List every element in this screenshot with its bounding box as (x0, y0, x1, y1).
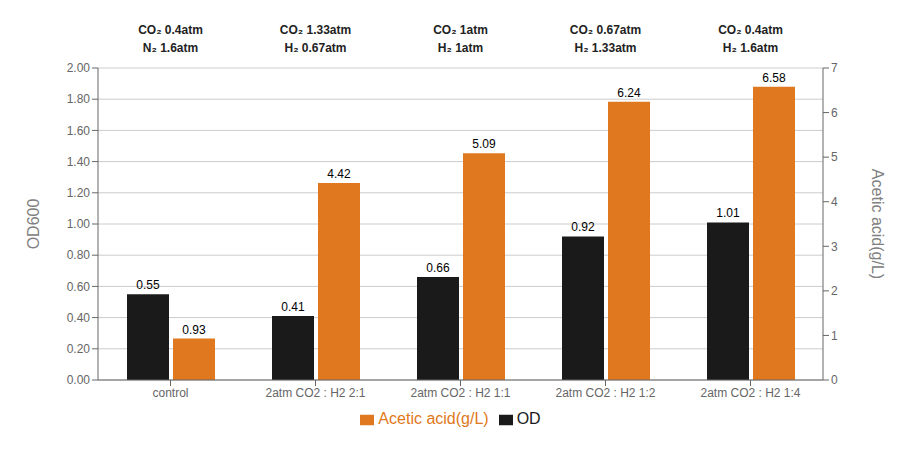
svg-text:2atm CO2 : H2 1:4: 2atm CO2 : H2 1:4 (700, 386, 800, 400)
svg-text:1.20: 1.20 (67, 186, 91, 200)
svg-text:0.41: 0.41 (281, 300, 305, 314)
svg-text:0.92: 0.92 (571, 220, 595, 234)
svg-text:CO₂ 0.4atm: CO₂ 0.4atm (138, 23, 203, 37)
svg-text:0.80: 0.80 (67, 248, 91, 262)
svg-text:H₂ 0.67atm: H₂ 0.67atm (284, 41, 346, 55)
svg-text:0.40: 0.40 (67, 311, 91, 325)
svg-text:2.00: 2.00 (67, 61, 91, 75)
svg-text:2: 2 (831, 284, 838, 298)
svg-text:6: 6 (831, 106, 838, 120)
svg-text:1.00: 1.00 (67, 217, 91, 231)
svg-text:0.66: 0.66 (426, 261, 450, 275)
svg-text:1.01: 1.01 (716, 206, 740, 220)
svg-text:4: 4 (831, 195, 838, 209)
svg-text:1.60: 1.60 (67, 124, 91, 138)
svg-text:CO₂ 0.4atm: CO₂ 0.4atm (718, 23, 783, 37)
svg-text:1.80: 1.80 (67, 92, 91, 106)
svg-text:2atm CO2 : H2 1:1: 2atm CO2 : H2 1:1 (410, 386, 510, 400)
svg-text:4.42: 4.42 (327, 167, 351, 181)
svg-text:3: 3 (831, 240, 838, 254)
svg-text:0.20: 0.20 (67, 342, 91, 356)
svg-text:Acetic acid(g/L): Acetic acid(g/L) (869, 169, 886, 279)
svg-text:6.58: 6.58 (762, 71, 786, 85)
svg-text:N₂ 1.6atm: N₂ 1.6atm (143, 41, 198, 55)
svg-text:OD600: OD600 (25, 199, 42, 250)
svg-text:control: control (152, 386, 188, 400)
svg-text:2atm CO2 : H2 2:1: 2atm CO2 : H2 2:1 (265, 386, 365, 400)
svg-text:2atm CO2 : H2 1:2: 2atm CO2 : H2 1:2 (555, 386, 655, 400)
svg-text:5.09: 5.09 (472, 137, 496, 151)
svg-text:CO₂ 0.67atm: CO₂ 0.67atm (570, 23, 641, 37)
svg-text:CO₂ 1.33atm: CO₂ 1.33atm (280, 23, 351, 37)
svg-text:H₂ 1atm: H₂ 1atm (438, 41, 483, 55)
svg-text:5: 5 (831, 150, 838, 164)
svg-text:H₂ 1.33atm: H₂ 1.33atm (574, 41, 636, 55)
svg-text:H₂ 1.6atm: H₂ 1.6atm (723, 41, 778, 55)
svg-text:7: 7 (831, 61, 838, 75)
svg-text:0.55: 0.55 (136, 278, 160, 292)
svg-text:0.93: 0.93 (182, 323, 206, 337)
svg-text:1.40: 1.40 (67, 155, 91, 169)
svg-text:6.24: 6.24 (617, 86, 641, 100)
html-text:OD: OD (516, 410, 541, 427)
svg-text:0.60: 0.60 (67, 280, 91, 294)
html-text:Acetic acid(g/L): Acetic acid(g/L) (378, 410, 489, 427)
svg-text:0.00: 0.00 (67, 373, 91, 387)
svg-text:CO₂ 1atm: CO₂ 1atm (433, 23, 488, 37)
svg-text:1: 1 (831, 329, 838, 343)
svg-text:0: 0 (831, 373, 838, 387)
